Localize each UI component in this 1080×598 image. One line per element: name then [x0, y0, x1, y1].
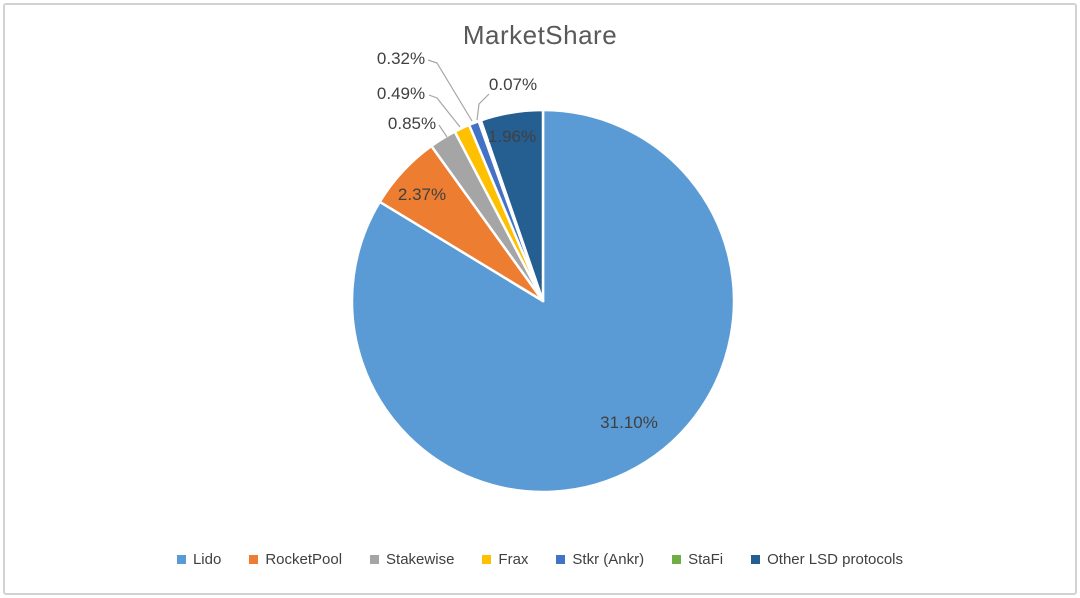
chart-legend: Lido RocketPool Stakewise Frax Stkr (Ankr) St…	[0, 551, 1080, 568]
data-label-stakewise: 0.85%	[388, 114, 436, 133]
legend-label: Lido	[192, 551, 222, 568]
legend-item-other-lsd-protocols: Other LSD protocols	[751, 551, 903, 568]
chart-title: MarketShare	[462, 20, 618, 50]
leader-line-stakewise	[438, 124, 448, 138]
legend-swatch-icon	[751, 555, 761, 564]
leader-line-stafi	[476, 93, 490, 121]
legend-label: Frax	[498, 551, 529, 568]
legend-label: Stakewise	[386, 551, 455, 568]
legend-item-lido: Lido	[176, 551, 222, 568]
legend-item-frax: Frax	[482, 551, 528, 568]
legend-item-stakewise: Stakewise	[370, 551, 454, 568]
legend-item-stafi: StaFi	[672, 551, 723, 568]
legend-item-rocketpool: RocketPool	[249, 551, 342, 568]
legend-label: Other LSD protocols	[767, 551, 904, 568]
legend-swatch-icon	[370, 555, 380, 564]
data-label-stkr-ankr: 0.32%	[377, 49, 425, 68]
legend-label: RocketPool	[265, 551, 343, 568]
legend-swatch-icon	[249, 555, 259, 564]
legend-label: StaFi	[688, 551, 724, 568]
data-label-other-lsd-protocols: 1.96%	[488, 127, 536, 146]
legend-swatch-icon	[672, 555, 682, 564]
pie-slice-lido	[350, 108, 736, 494]
leader-line-stkr-ankr	[427, 59, 473, 122]
legend-swatch-icon	[482, 555, 492, 564]
legend-swatch-icon	[176, 555, 186, 564]
pie-slice-other-lsd-protocols	[479, 108, 545, 303]
legend-item-stkr-ankr: Stkr (Ankr)	[556, 551, 644, 568]
data-label-frax: 0.49%	[377, 84, 425, 103]
legend-swatch-icon	[556, 555, 566, 564]
data-label-stafi: 0.07%	[489, 75, 537, 94]
leader-line-frax	[428, 94, 461, 128]
data-label-lido: 31.10%	[600, 413, 658, 432]
data-label-rocketpool: 2.37%	[398, 185, 446, 204]
legend-label: Stkr (Ankr)	[572, 551, 645, 568]
